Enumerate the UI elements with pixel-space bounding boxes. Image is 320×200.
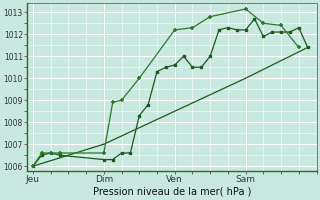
X-axis label: Pression niveau de la mer( hPa ): Pression niveau de la mer( hPa ) <box>92 187 251 197</box>
